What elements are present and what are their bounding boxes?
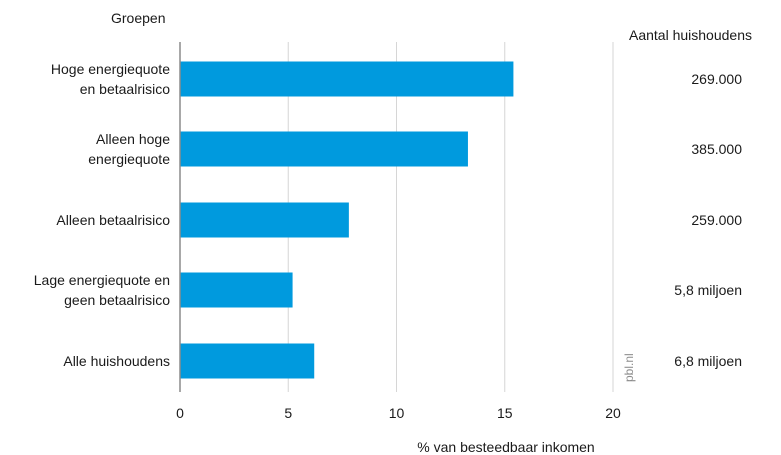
category-label: Alleen betaalrisico [56, 212, 170, 228]
category-label: Hoge energiequote en betaalrisico [51, 61, 170, 97]
households-value: 269.000 [691, 71, 742, 87]
x-tick-label: 15 [497, 405, 513, 421]
bar [180, 272, 293, 308]
category-label: Alle huishoudens [63, 353, 170, 369]
x-tick-label: 10 [389, 405, 405, 421]
source-label: pbl.nl [622, 353, 636, 382]
households-header: Aantal huishoudens [629, 27, 752, 43]
x-tick-label: 5 [284, 405, 292, 421]
category-label: Alleen hoge energiequote [88, 131, 170, 167]
category-label: Lage energiequote en geen betaalrisico [34, 272, 170, 308]
x-axis-label: % van besteedbaar inkomen [417, 439, 594, 455]
households-value: 5,8 miljoen [674, 282, 742, 298]
bar [180, 343, 315, 379]
category-header: Groepen [111, 10, 166, 26]
households-value: 385.000 [691, 141, 742, 157]
bar [180, 202, 349, 238]
households-value: 6,8 miljoen [674, 353, 742, 369]
bar [180, 61, 514, 97]
x-tick-label: 20 [605, 405, 621, 421]
bar [180, 131, 468, 167]
households-value: 259.000 [691, 212, 742, 228]
x-tick-label: 0 [176, 405, 184, 421]
